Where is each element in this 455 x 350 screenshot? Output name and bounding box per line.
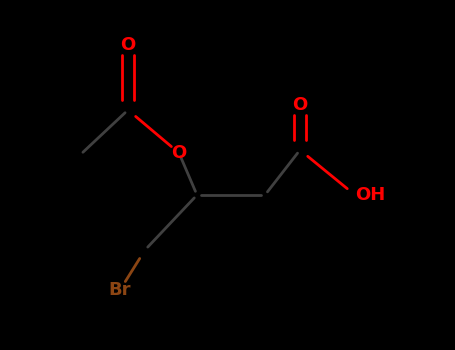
Text: O: O <box>293 96 308 114</box>
Text: Br: Br <box>109 281 131 299</box>
Text: O: O <box>172 144 187 162</box>
Text: OH: OH <box>355 186 385 204</box>
Text: O: O <box>121 36 136 54</box>
